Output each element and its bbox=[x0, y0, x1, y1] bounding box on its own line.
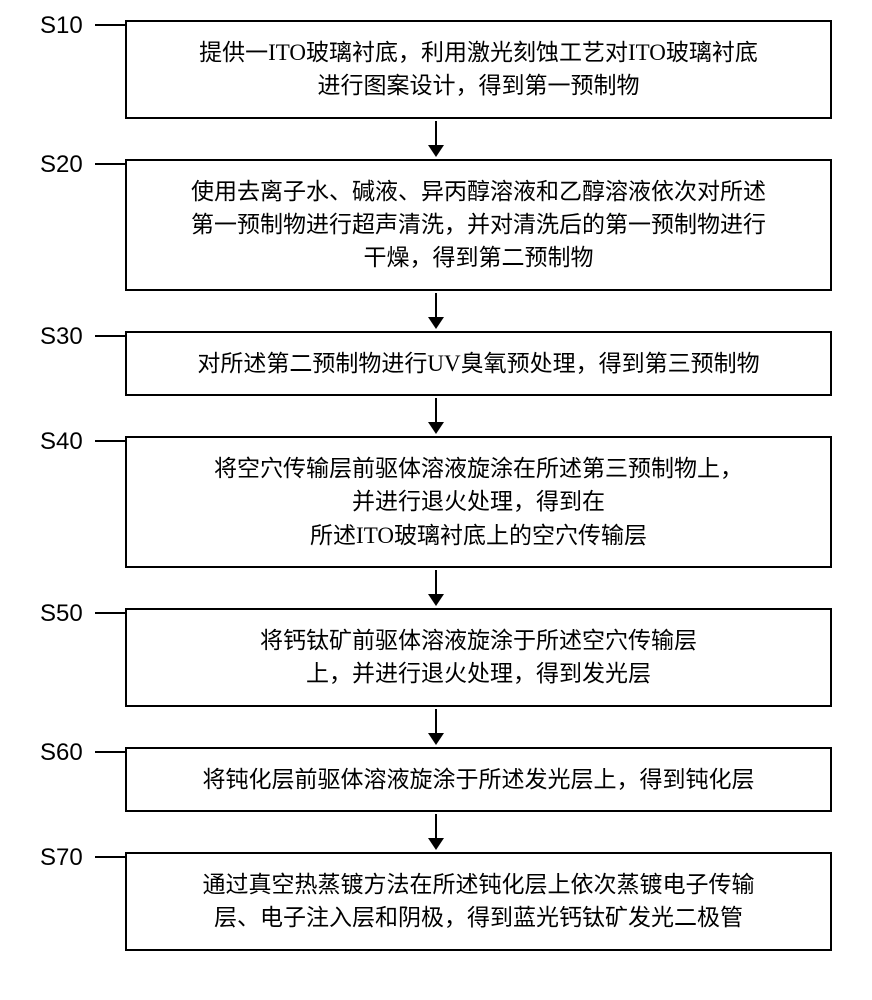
step-box-s10: 提供一ITO玻璃衬底，利用激光刻蚀工艺对ITO玻璃衬底 进行图案设计，得到第一预… bbox=[125, 20, 832, 119]
step-box-s70: 通过真空热蒸镀方法在所述钝化层上依次蒸镀电子传输 层、电子注入层和阴极，得到蓝光… bbox=[125, 852, 832, 951]
step-label-s20: S20 bbox=[40, 151, 105, 179]
label-connector bbox=[95, 612, 125, 614]
step-s70: S70 通过真空热蒸镀方法在所述钝化层上依次蒸镀电子传输 层、电子注入层和阴极，… bbox=[40, 852, 832, 951]
arrow-icon bbox=[428, 398, 444, 434]
step-label-s10: S10 bbox=[40, 12, 105, 40]
text-line: 将空穴传输层前驱体溶液旋涂在所述第三预制物上， bbox=[214, 456, 743, 481]
step-label-s70: S70 bbox=[40, 844, 105, 872]
text-line: 所述ITO玻璃衬底上的空穴传输层 bbox=[310, 523, 647, 548]
label-connector bbox=[95, 856, 125, 858]
step-box-s30: 对所述第二预制物进行UV臭氧预处理，得到第三预制物 bbox=[125, 331, 832, 396]
arrow-icon bbox=[428, 121, 444, 157]
step-text: 提供一ITO玻璃衬底，利用激光刻蚀工艺对ITO玻璃衬底 进行图案设计，得到第一预… bbox=[199, 36, 758, 103]
step-text: 将空穴传输层前驱体溶液旋涂在所述第三预制物上， 并进行退火处理，得到在 所述IT… bbox=[214, 452, 743, 552]
step-s60: S60 将钝化层前驱体溶液旋涂于所述发光层上，得到钝化层 bbox=[40, 747, 832, 812]
step-text: 使用去离子水、碱液、异丙醇溶液和乙醇溶液依次对所述 第一预制物进行超声清洗，并对… bbox=[191, 175, 766, 275]
text-line: 并进行退火处理，得到在 bbox=[352, 489, 605, 514]
arrow-icon bbox=[428, 293, 444, 329]
arrow-line bbox=[435, 121, 437, 145]
step-box-s60: 将钝化层前驱体溶液旋涂于所述发光层上，得到钝化层 bbox=[125, 747, 832, 812]
step-text: 将钝化层前驱体溶液旋涂于所述发光层上，得到钝化层 bbox=[203, 763, 755, 796]
text-line: 使用去离子水、碱液、异丙醇溶液和乙醇溶液依次对所述 bbox=[191, 179, 766, 204]
text-line: 第一预制物进行超声清洗，并对清洗后的第一预制物进行 bbox=[191, 212, 766, 237]
arrow-icon bbox=[428, 814, 444, 850]
text-line: 将钙钛矿前驱体溶液旋涂于所述空穴传输层 bbox=[260, 628, 697, 653]
step-s30: S30 对所述第二预制物进行UV臭氧预处理，得到第三预制物 bbox=[40, 331, 832, 396]
arrow-head-icon bbox=[428, 733, 444, 745]
flowchart-container: S10 提供一ITO玻璃衬底，利用激光刻蚀工艺对ITO玻璃衬底 进行图案设计，得… bbox=[40, 20, 832, 951]
text-line: 上，并进行退火处理，得到发光层 bbox=[306, 661, 651, 686]
step-s20: S20 使用去离子水、碱液、异丙醇溶液和乙醇溶液依次对所述 第一预制物进行超声清… bbox=[40, 159, 832, 291]
text-line: 进行图案设计，得到第一预制物 bbox=[318, 73, 640, 98]
text-line: 对所述第二预制物进行UV臭氧预处理，得到第三预制物 bbox=[197, 351, 759, 376]
arrow-icon bbox=[428, 709, 444, 745]
arrow-icon bbox=[428, 570, 444, 606]
step-label-s40: S40 bbox=[40, 428, 105, 456]
step-box-s20: 使用去离子水、碱液、异丙醇溶液和乙醇溶液依次对所述 第一预制物进行超声清洗，并对… bbox=[125, 159, 832, 291]
label-connector bbox=[95, 335, 125, 337]
label-connector bbox=[95, 163, 125, 165]
step-text: 将钙钛矿前驱体溶液旋涂于所述空穴传输层 上，并进行退火处理，得到发光层 bbox=[260, 624, 697, 691]
step-box-s50: 将钙钛矿前驱体溶液旋涂于所述空穴传输层 上，并进行退火处理，得到发光层 bbox=[125, 608, 832, 707]
step-label-s30: S30 bbox=[40, 323, 105, 351]
arrow-head-icon bbox=[428, 594, 444, 606]
step-text: 通过真空热蒸镀方法在所述钝化层上依次蒸镀电子传输 层、电子注入层和阴极，得到蓝光… bbox=[203, 868, 755, 935]
step-s10: S10 提供一ITO玻璃衬底，利用激光刻蚀工艺对ITO玻璃衬底 进行图案设计，得… bbox=[40, 20, 832, 119]
step-label-s60: S60 bbox=[40, 739, 105, 767]
label-connector bbox=[95, 24, 125, 26]
text-line: 通过真空热蒸镀方法在所述钝化层上依次蒸镀电子传输 bbox=[203, 872, 755, 897]
arrow-head-icon bbox=[428, 145, 444, 157]
step-box-s40: 将空穴传输层前驱体溶液旋涂在所述第三预制物上， 并进行退火处理，得到在 所述IT… bbox=[125, 436, 832, 568]
label-connector bbox=[95, 440, 125, 442]
arrow-line bbox=[435, 709, 437, 733]
step-s50: S50 将钙钛矿前驱体溶液旋涂于所述空穴传输层 上，并进行退火处理，得到发光层 bbox=[40, 608, 832, 707]
step-s40: S40 将空穴传输层前驱体溶液旋涂在所述第三预制物上， 并进行退火处理，得到在 … bbox=[40, 436, 832, 568]
text-line: 提供一ITO玻璃衬底，利用激光刻蚀工艺对ITO玻璃衬底 bbox=[199, 40, 758, 65]
step-label-s50: S50 bbox=[40, 600, 105, 628]
arrow-head-icon bbox=[428, 838, 444, 850]
text-line: 将钝化层前驱体溶液旋涂于所述发光层上，得到钝化层 bbox=[203, 767, 755, 792]
arrow-head-icon bbox=[428, 422, 444, 434]
step-text: 对所述第二预制物进行UV臭氧预处理，得到第三预制物 bbox=[197, 347, 759, 380]
text-line: 层、电子注入层和阴极，得到蓝光钙钛矿发光二极管 bbox=[214, 905, 743, 930]
arrow-line bbox=[435, 570, 437, 594]
label-connector bbox=[95, 751, 125, 753]
text-line: 干燥，得到第二预制物 bbox=[364, 245, 594, 270]
arrow-head-icon bbox=[428, 317, 444, 329]
arrow-line bbox=[435, 398, 437, 422]
arrow-line bbox=[435, 814, 437, 838]
arrow-line bbox=[435, 293, 437, 317]
